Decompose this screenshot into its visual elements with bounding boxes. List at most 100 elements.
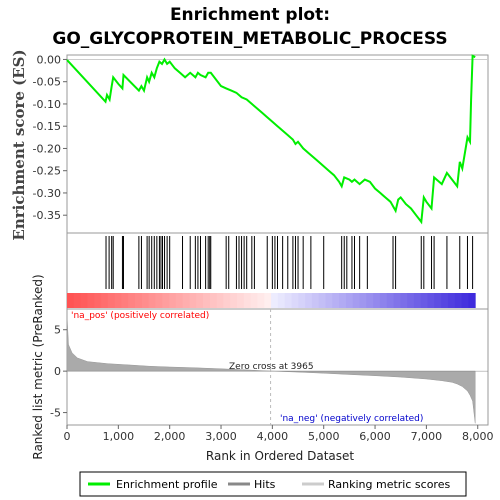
colorbar-segment	[420, 293, 429, 308]
colorbar-segment	[386, 293, 395, 308]
x-tick-label: 6,000	[359, 430, 391, 443]
colorbar-segment	[230, 293, 238, 308]
colorbar-segment	[318, 293, 327, 308]
colorbar-segment	[73, 293, 82, 308]
rank-colorbar	[67, 293, 476, 308]
es-y-tick-label: -0.25	[33, 165, 61, 178]
hits-panel	[66, 232, 489, 310]
colorbar-segment	[250, 293, 258, 308]
es-y-ticks: 0.00 -0.05 -0.10 -0.15 -0.20 -0.25 -0.30 -0.35	[33, 53, 67, 222]
colorbar-segment	[264, 293, 272, 308]
colorbar-segment	[366, 293, 374, 308]
colorbar-segment	[128, 293, 136, 308]
es-panel-frame	[66, 54, 489, 234]
colorbar-segment	[277, 293, 286, 308]
colorbar-segment	[352, 293, 361, 308]
hits-layer	[105, 236, 474, 289]
colorbar-segment	[80, 293, 88, 308]
es-y-tick-label: -0.10	[33, 98, 61, 111]
colorbar-segment	[162, 293, 170, 308]
legend-entry-hits: Hits	[254, 478, 276, 491]
x-tick-label: 8,000	[462, 430, 494, 443]
colorbar-segment	[332, 293, 340, 308]
x-tick-label: 7,000	[411, 430, 443, 443]
x-tick-label: 2,000	[154, 430, 186, 443]
colorbar-segment	[87, 293, 95, 308]
metric-y-tick-label: 5	[54, 324, 61, 337]
chart-title-line1: Enrichment plot:	[170, 5, 330, 25]
colorbar-segment	[135, 293, 143, 308]
colorbar-segment	[468, 293, 476, 308]
legend-entry-enrichment: Enrichment profile	[116, 478, 218, 491]
es-y-tick-label: 0.00	[37, 53, 62, 66]
colorbar-segment	[339, 293, 347, 308]
metric-y-axis-label: Ranked list metric (PreRanked)	[31, 274, 45, 459]
es-y-tick-label: -0.20	[33, 142, 61, 155]
colorbar-segment	[427, 293, 435, 308]
colorbar-segment	[305, 293, 313, 308]
colorbar-segment	[155, 293, 163, 308]
x-tick-label: 5,000	[308, 430, 340, 443]
colorbar-segment	[101, 293, 109, 308]
colorbar-segment	[94, 293, 102, 308]
colorbar-segment	[441, 293, 449, 308]
colorbar-segment	[67, 293, 75, 308]
colorbar-segment	[434, 293, 442, 308]
x-tick-label: 1,000	[103, 430, 135, 443]
x-tick-label: 4,000	[257, 430, 289, 443]
es-panel: 0.00-0.05-0.10-0.15-0.20-0.25-0.30-0.35 …	[10, 49, 489, 241]
colorbar-segment	[454, 293, 463, 308]
colorbar-segment	[216, 293, 224, 308]
metric-y-tick-label: 0	[54, 365, 61, 378]
colorbar-segment	[182, 293, 190, 308]
es-y-axis-label: Enrichment score (ES)	[10, 49, 28, 240]
colorbar-segment	[291, 293, 299, 308]
zero-cross-label: Zero cross at 3965	[229, 362, 314, 372]
es-line-layer	[66, 54, 488, 225]
colorbar-segment	[345, 293, 354, 308]
colorbar-segment	[461, 293, 469, 308]
chart-title-line2: GO_GLYCOPROTEIN_METABOLIC_PROCESS	[52, 29, 447, 49]
colorbar-segment	[175, 293, 184, 308]
colorbar-segment	[189, 293, 197, 308]
colorbar-segment	[271, 293, 279, 308]
x-tick-label: 0	[64, 430, 71, 443]
colorbar-segment	[359, 293, 367, 308]
x-axis-label: Rank in Ordered Dataset	[206, 449, 354, 463]
colorbar-segment	[325, 293, 333, 308]
metric-y-tick-label: -5	[50, 407, 61, 420]
colorbar-segment	[393, 293, 401, 308]
pos-label: 'na_pos' (positively correlated)	[71, 311, 209, 321]
colorbar-segment	[373, 293, 381, 308]
colorbar-segment	[379, 293, 388, 308]
es-y-tick-label: -0.05	[33, 76, 61, 89]
colorbar-segment	[107, 293, 116, 308]
colorbar-segment	[284, 293, 292, 308]
neg-label: 'na_neg' (negatively correlated)	[280, 414, 423, 424]
colorbar-segment	[169, 293, 177, 308]
legend-frame	[79, 471, 467, 497]
colorbar-segment	[243, 293, 252, 308]
colorbar-segment	[223, 293, 231, 308]
colorbar-segment	[311, 293, 320, 308]
colorbar-segment	[148, 293, 156, 308]
es-y-tick-label: -0.30	[33, 187, 61, 200]
enrichment-profile-line	[66, 54, 476, 225]
colorbar-segment	[121, 293, 129, 308]
metric-panel: 50-5 Ranked list metric (PreRanked) 'na_…	[31, 274, 489, 460]
metric-layer	[66, 309, 488, 425]
colorbar-segment	[407, 293, 415, 308]
es-y-tick-label: -0.15	[33, 120, 61, 133]
colorbar-segment	[237, 293, 245, 308]
x-tick-label: 3,000	[205, 430, 237, 443]
es-y-tick-label: -0.35	[33, 209, 61, 222]
legend-entry-metric: Ranking metric scores	[328, 478, 450, 491]
colorbar-segment	[413, 293, 422, 308]
metric-y-ticks: 5 0 -5	[50, 324, 67, 420]
colorbar-segment	[196, 293, 204, 308]
colorbar-segment	[400, 293, 408, 308]
colorbar-segment	[257, 293, 265, 308]
x-axis-ticks: 0 1,000 2,000 3,000 4,000 5,000 6,000 7,000 8,00…	[64, 425, 494, 443]
colorbar-segment	[203, 293, 211, 308]
